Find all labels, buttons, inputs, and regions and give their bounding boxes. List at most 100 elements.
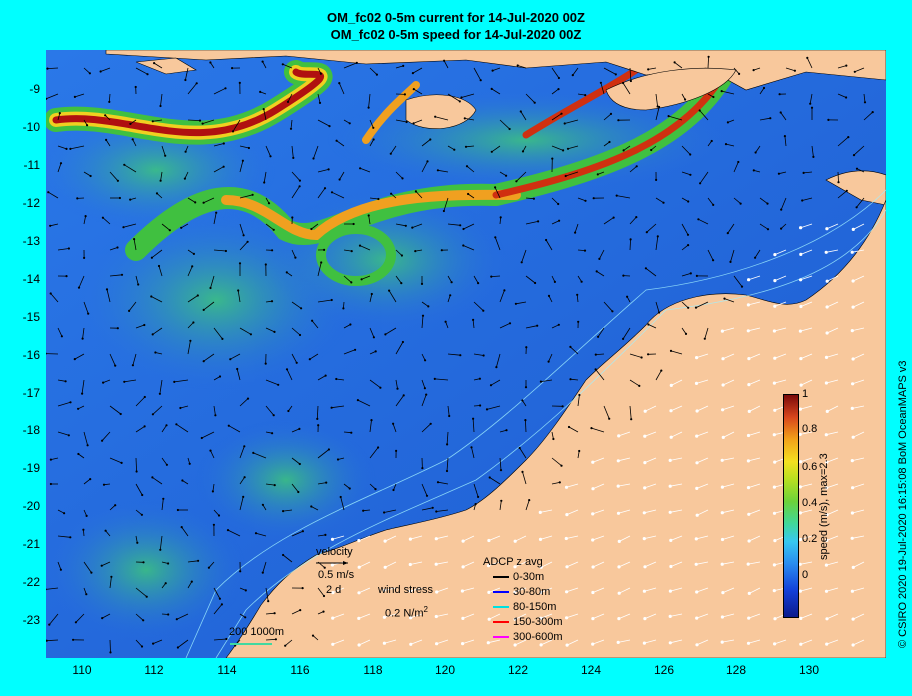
current-arrow (668, 115, 683, 121)
current-arrow (496, 353, 501, 368)
wind-stress-arrow (618, 613, 631, 619)
arrow-head (583, 249, 587, 252)
arrow-head (308, 358, 311, 361)
arrow-head (85, 593, 88, 596)
arrow-head (851, 486, 855, 490)
arrow-head (133, 238, 136, 241)
wind-stress-arrow (462, 639, 475, 644)
arrow-head (348, 122, 351, 125)
current-arrow (395, 119, 407, 123)
arrow-head (643, 434, 647, 438)
current-arrow (317, 449, 330, 459)
arrow-head (123, 163, 126, 166)
arrow-head (282, 553, 285, 557)
arrow-head (123, 380, 126, 383)
current-arrow (707, 197, 714, 206)
arrow-head (330, 406, 333, 409)
current-arrow (473, 353, 484, 356)
current-arrow (331, 191, 345, 199)
arrow-head (218, 597, 221, 600)
arrow-head (612, 216, 615, 219)
adcp-swatch-arrow-icon (493, 621, 509, 624)
wind-stress-arrow (462, 535, 475, 542)
arrow-head (83, 256, 86, 259)
arrow-head (474, 503, 477, 506)
arrow-head (720, 90, 723, 93)
arrow-head (720, 485, 725, 489)
current-arrow (57, 248, 69, 251)
current-arrow (461, 93, 475, 98)
arrow-head (799, 252, 803, 256)
current-arrow (727, 223, 735, 234)
arrow-head (495, 366, 498, 369)
arrow-head (569, 378, 572, 381)
arrow-head (72, 638, 75, 641)
arrow-head (537, 220, 540, 223)
arrow-head (622, 81, 625, 85)
arrow-head (698, 109, 701, 112)
arrow-head (389, 152, 392, 155)
arrow-head (576, 293, 579, 296)
arrow-head (851, 382, 855, 386)
arrow-head (446, 443, 449, 446)
arrow-head (120, 461, 123, 464)
arrow-head (557, 88, 560, 91)
arrow-head (462, 244, 465, 247)
current-arrow (135, 275, 139, 285)
wind-stress-arrow (644, 561, 657, 568)
current-arrow (603, 67, 616, 75)
arrow-head (46, 639, 48, 642)
arrow-head (539, 616, 543, 620)
arrow-head (142, 619, 145, 622)
wind-stress-arrow (696, 379, 709, 384)
adcp-depth-label: 150-300m (513, 616, 563, 628)
wind-stress-arrow (566, 639, 579, 646)
wind-stress-arrow (748, 327, 761, 332)
wind-stress-arrow (618, 509, 631, 514)
current-arrow (100, 67, 111, 72)
arrow-head (286, 100, 290, 103)
arrow-head (129, 198, 132, 201)
arrow-head (350, 431, 353, 434)
lon-tick: 118 (363, 663, 383, 677)
arrow-head (721, 383, 725, 387)
arrow-head (726, 232, 729, 235)
arrow-head (851, 617, 855, 621)
adcp-legend-title: ADCP z avg (483, 556, 543, 568)
arrow-head (140, 645, 144, 648)
arrow-head (357, 643, 361, 647)
arrow-head (292, 156, 295, 159)
arrow-head (69, 147, 72, 150)
current-arrow (698, 218, 709, 225)
current-arrow (338, 82, 345, 95)
arrow-head (482, 309, 485, 312)
arrow-head (122, 226, 125, 229)
arrow-head (850, 511, 855, 515)
current-arrow (564, 119, 579, 124)
lon-tick: 116 (290, 663, 310, 677)
arrow-head (524, 386, 528, 389)
current-arrow (629, 239, 631, 251)
arrow-head (355, 61, 358, 64)
current-arrow (421, 301, 429, 307)
wind-stress-arrow (671, 431, 683, 438)
current-arrow (176, 423, 189, 433)
arrow-head (426, 160, 429, 163)
arrow-head (331, 616, 335, 620)
arrow-head (231, 67, 234, 70)
current-arrow (182, 480, 189, 485)
current-arrow (83, 587, 87, 595)
arrow-head (421, 314, 425, 317)
wind-stress-arrow (722, 613, 735, 618)
arrow-head (642, 641, 647, 645)
current-arrow (83, 67, 91, 74)
arrow-head (650, 148, 653, 152)
current-arrow (551, 67, 560, 79)
current-arrow (395, 379, 398, 389)
arrow-head (367, 214, 370, 217)
wind-stress-arrow (826, 353, 839, 358)
arrow-head (297, 490, 300, 494)
arrow-head (272, 414, 275, 417)
adcp-legend-row: 300-600m (493, 631, 563, 643)
current-arrow (187, 83, 198, 95)
